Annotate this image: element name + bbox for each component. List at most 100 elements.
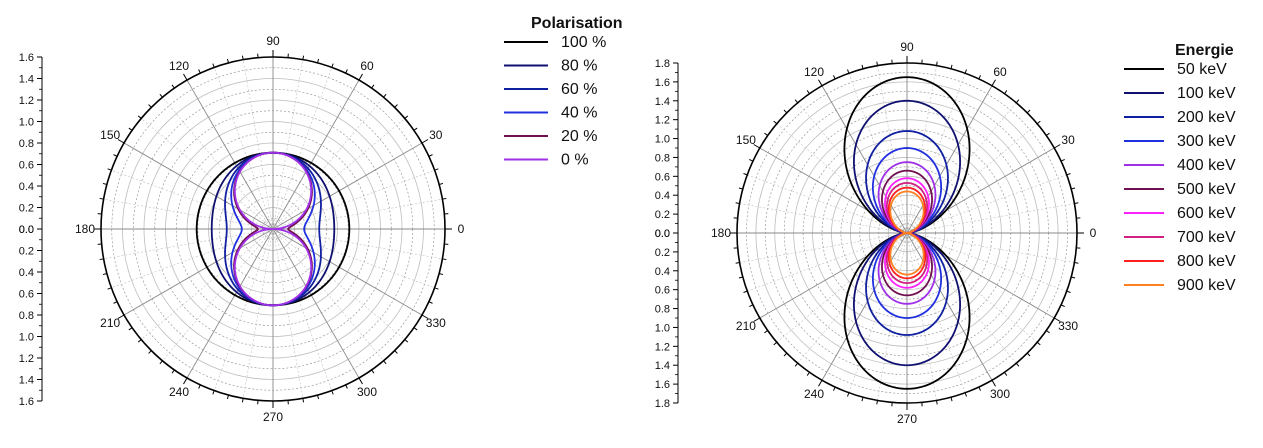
major-spoke xyxy=(906,85,993,234)
angle-tick-mark xyxy=(117,139,125,144)
angle-tick-mark xyxy=(383,93,387,98)
angle-label: 150 xyxy=(736,133,756,147)
legend-label: 0 % xyxy=(561,152,589,169)
minor-spoke xyxy=(272,97,384,230)
angle-label: 0 xyxy=(458,222,465,236)
angle-tick-mark xyxy=(978,75,981,80)
angle-tick-mark xyxy=(738,276,743,279)
angle-tick-mark xyxy=(317,58,320,63)
radial-tick-label: 0.0 xyxy=(19,224,34,236)
minor-spoke xyxy=(906,73,966,234)
angle-tick-mark xyxy=(950,397,953,402)
angle-tick-mark xyxy=(241,398,244,403)
minor-spoke xyxy=(242,228,274,399)
angle-tick-mark xyxy=(212,390,215,395)
angle-tick-mark xyxy=(331,390,334,395)
energy-polar-plot: 03060901201501802102402703003300.00.00.2… xyxy=(655,40,1236,426)
minor-spoke xyxy=(877,65,908,234)
radial-tick-label: 0.8 xyxy=(655,152,670,164)
angle-tick-mark xyxy=(876,61,878,66)
radial-tick-label: 0.2 xyxy=(655,209,670,221)
angle-label: 60 xyxy=(993,65,1007,79)
angle-tick-mark xyxy=(964,69,967,74)
angle-tick-mark xyxy=(1015,99,1020,104)
angle-tick-mark xyxy=(404,115,409,119)
angle-tick-mark xyxy=(1045,132,1050,136)
minor-spoke xyxy=(906,232,1075,263)
angle-tick-mark xyxy=(226,395,229,400)
radial-tick-label: 1.4 xyxy=(655,96,670,108)
angle-label: 90 xyxy=(266,34,280,48)
angle-tick-mark xyxy=(183,73,188,81)
radial-tick-label: 1.0 xyxy=(19,117,34,129)
minor-spoke xyxy=(141,118,274,230)
legend-label: 900 keV xyxy=(1177,277,1236,294)
angle-tick-mark xyxy=(198,384,201,389)
angle-tick-mark xyxy=(936,400,938,405)
angle-tick-mark xyxy=(738,187,743,190)
radial-tick-label: 0.6 xyxy=(19,289,34,301)
legend-label: 20 % xyxy=(561,128,597,145)
angle-tick-mark xyxy=(302,398,305,403)
angle-tick-mark xyxy=(1045,330,1050,334)
radial-tick-label: 0.8 xyxy=(19,138,34,150)
minor-spoke xyxy=(272,228,304,399)
angle-tick-mark xyxy=(434,168,439,171)
angle-tick-mark xyxy=(818,79,823,87)
radial-tick-label: 0.2 xyxy=(19,246,34,258)
angle-label: 210 xyxy=(100,316,120,330)
angle-tick-mark xyxy=(936,61,938,66)
angle-tick-mark xyxy=(783,352,788,357)
major-spoke xyxy=(123,142,274,230)
angle-tick-mark xyxy=(113,301,118,304)
angle-tick-mark xyxy=(302,55,305,60)
angle-tick-mark xyxy=(128,127,133,131)
minor-spoke xyxy=(877,232,908,401)
minor-spoke xyxy=(272,228,384,361)
angle-tick-mark xyxy=(1074,262,1079,264)
angle-label: 60 xyxy=(360,59,374,73)
angle-tick-mark xyxy=(159,93,163,98)
angle-tick-mark xyxy=(102,182,107,185)
radial-tick-label: 0.4 xyxy=(655,190,670,202)
angle-tick-mark xyxy=(1053,317,1061,322)
radial-tick-label: 1.6 xyxy=(655,379,670,391)
radial-tick-label: 1.6 xyxy=(19,52,34,64)
angle-tick-mark xyxy=(978,386,981,391)
angle-tick-mark xyxy=(439,182,444,185)
major-spoke xyxy=(821,85,908,234)
major-spoke xyxy=(186,228,274,379)
angle-tick-mark xyxy=(99,197,104,200)
minor-spoke xyxy=(272,59,304,230)
radial-tick-label: 0.4 xyxy=(19,181,34,193)
minor-spoke xyxy=(906,174,1067,234)
angle-tick-mark xyxy=(861,64,864,69)
major-spoke xyxy=(906,232,993,381)
legend-label: 200 keV xyxy=(1177,109,1236,126)
legend-label: 600 keV xyxy=(1177,205,1236,222)
legend-label: 300 keV xyxy=(1177,133,1236,150)
angle-tick-mark xyxy=(212,63,215,68)
angle-tick-mark xyxy=(753,144,761,149)
minor-spoke xyxy=(272,118,405,230)
angle-tick-mark xyxy=(743,173,748,176)
minor-spoke xyxy=(162,228,274,361)
angle-tick-mark xyxy=(241,55,244,60)
angle-tick-mark xyxy=(331,63,334,68)
angle-label: 30 xyxy=(429,128,443,142)
angle-tick-mark xyxy=(764,132,769,136)
angle-tick-mark xyxy=(198,69,201,74)
angle-label: 0 xyxy=(1090,226,1097,240)
legend-label: 100 % xyxy=(561,34,606,51)
angle-tick-mark xyxy=(1053,144,1061,149)
minor-spoke xyxy=(747,174,908,234)
angle-tick-mark xyxy=(833,75,836,80)
angle-tick-mark xyxy=(226,58,229,63)
angle-tick-mark xyxy=(107,168,112,171)
radial-tick-label: 1.8 xyxy=(655,398,670,410)
angle-label: 240 xyxy=(804,387,824,401)
radial-tick-label: 0.0 xyxy=(655,228,670,240)
angle-label: 330 xyxy=(426,316,446,330)
minor-spoke xyxy=(272,228,443,260)
minor-spoke xyxy=(272,198,443,230)
